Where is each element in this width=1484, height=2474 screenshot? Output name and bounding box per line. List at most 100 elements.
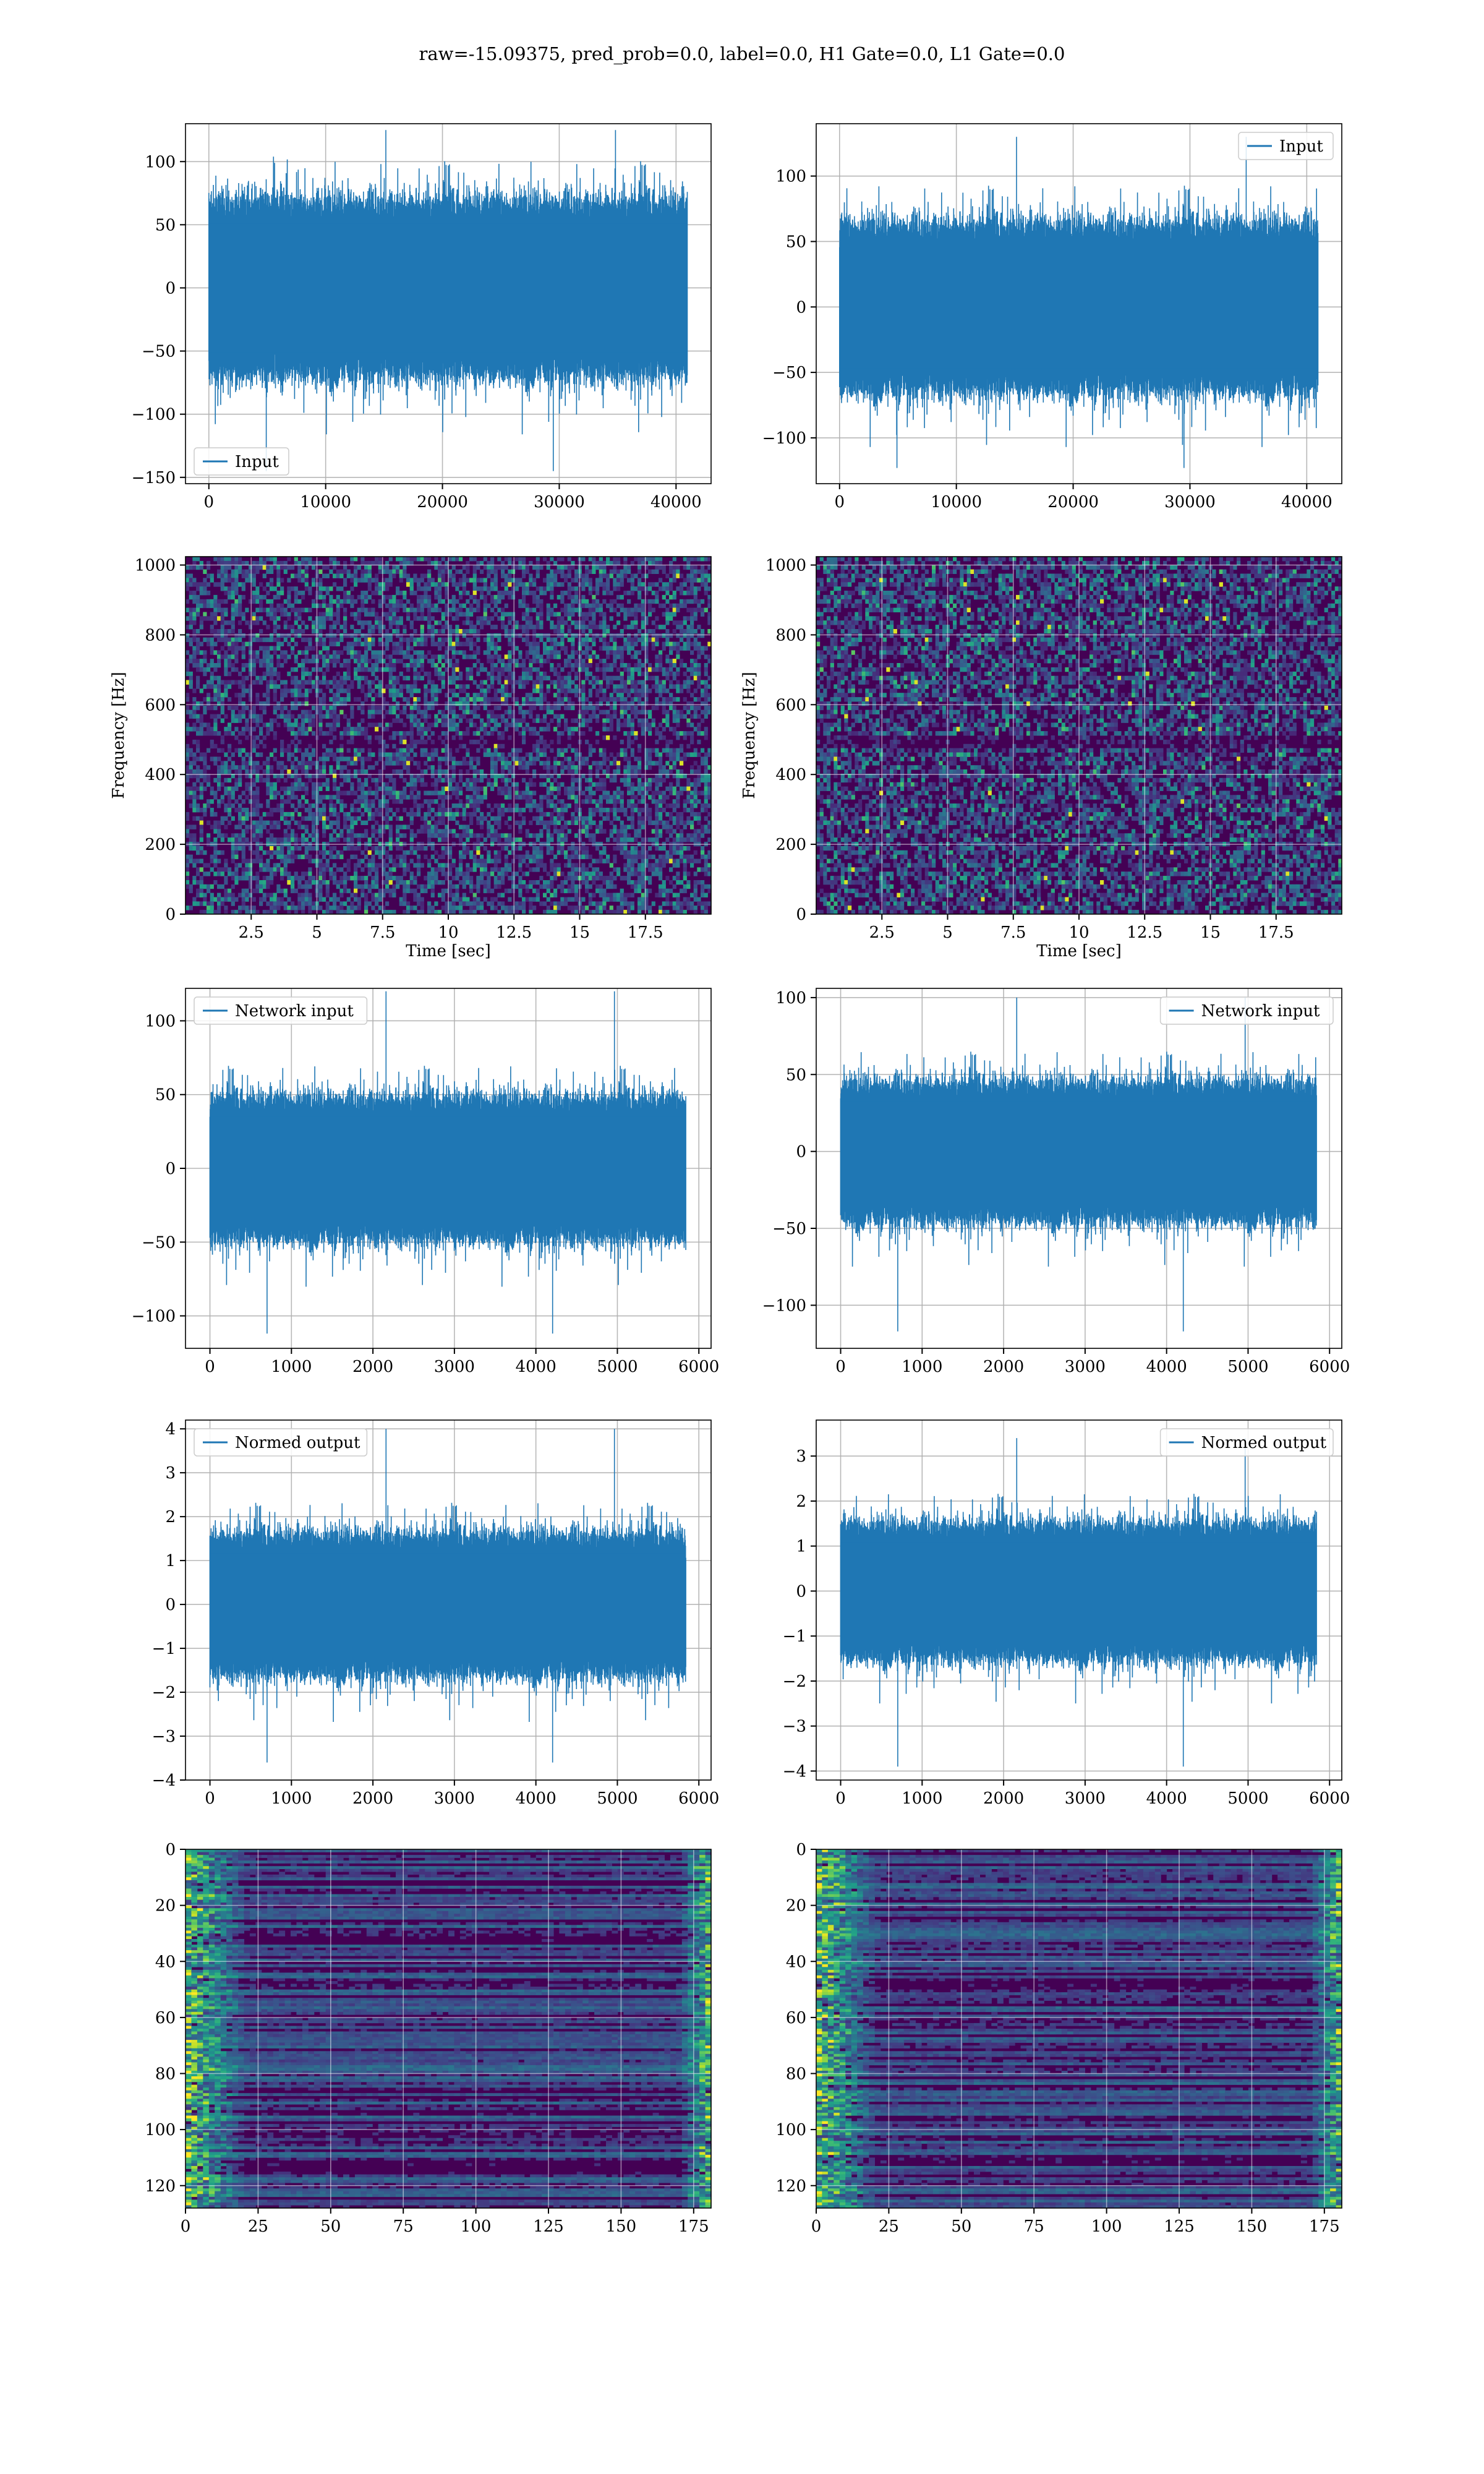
heatmap-cell bbox=[455, 663, 459, 668]
heatmap-cell bbox=[487, 620, 491, 625]
heatmap-cell bbox=[623, 591, 628, 596]
heatmap-cell bbox=[469, 765, 474, 770]
heatmap-cell bbox=[287, 641, 291, 646]
heatmap-cell bbox=[364, 790, 369, 795]
heatmap-cell bbox=[343, 616, 348, 621]
heatmap-cell bbox=[346, 663, 351, 668]
heatmap-cell bbox=[567, 663, 571, 668]
heatmap-cell bbox=[336, 650, 340, 655]
heatmap-cell bbox=[487, 748, 491, 753]
heatmap-cell bbox=[693, 675, 697, 681]
heatmap-cell bbox=[553, 765, 558, 770]
heatmap-cell bbox=[427, 594, 432, 600]
heatmap-cell bbox=[630, 765, 634, 770]
heatmap-cell bbox=[434, 565, 438, 570]
heatmap-cell bbox=[273, 795, 277, 800]
heatmap-cell bbox=[360, 573, 365, 578]
heatmap-cell bbox=[490, 697, 495, 702]
heatmap-cell bbox=[676, 688, 680, 693]
heatmap-cell bbox=[574, 777, 579, 783]
heatmap-cell bbox=[385, 701, 390, 706]
heatmap-cell bbox=[304, 701, 309, 706]
heatmap-cell bbox=[606, 629, 610, 634]
heatmap-cell bbox=[585, 718, 589, 723]
heatmap-cell bbox=[472, 705, 477, 711]
heatmap-cell bbox=[294, 795, 298, 800]
heatmap-cell bbox=[259, 646, 263, 651]
heatmap-cell bbox=[462, 688, 466, 693]
heatmap-cell bbox=[266, 697, 270, 702]
heatmap-cell bbox=[623, 765, 628, 770]
heatmap-cell bbox=[403, 663, 407, 668]
heatmap-cell bbox=[462, 565, 466, 570]
heatmap-cell bbox=[501, 565, 505, 570]
heatmap-cell bbox=[346, 569, 351, 574]
heatmap-cell bbox=[217, 582, 221, 587]
heatmap-cell bbox=[409, 756, 414, 761]
heatmap-cell bbox=[339, 680, 344, 685]
heatmap-cell bbox=[455, 786, 459, 791]
heatmap-cell bbox=[511, 752, 516, 757]
heatmap-cell bbox=[606, 573, 610, 578]
heatmap-cell bbox=[525, 607, 529, 612]
heatmap-cell bbox=[613, 599, 617, 604]
heatmap-cell bbox=[623, 641, 628, 646]
heatmap-cell bbox=[648, 714, 652, 719]
heatmap-cell bbox=[518, 709, 522, 715]
heatmap-cell bbox=[346, 675, 351, 681]
heatmap-cell bbox=[459, 743, 463, 749]
heatmap-cell bbox=[280, 680, 284, 685]
heatmap-cell bbox=[472, 607, 477, 612]
heatmap-cell bbox=[329, 680, 333, 685]
heatmap-cell bbox=[662, 748, 666, 753]
heatmap-cell bbox=[213, 675, 218, 681]
heatmap-cell bbox=[441, 565, 445, 570]
heatmap-cell bbox=[609, 633, 613, 638]
heatmap-cell bbox=[403, 756, 407, 761]
heatmap-cell bbox=[403, 650, 407, 655]
heatmap-cell bbox=[322, 675, 326, 681]
heatmap-cell bbox=[676, 769, 680, 774]
heatmap-cell bbox=[207, 693, 211, 698]
heatmap-cell bbox=[283, 718, 288, 723]
heatmap-cell bbox=[360, 782, 365, 787]
heatmap-cell bbox=[312, 659, 316, 664]
heatmap-cell bbox=[409, 582, 414, 587]
heatmap-cell bbox=[455, 629, 459, 634]
heatmap-cell bbox=[508, 777, 512, 783]
heatmap-cell bbox=[388, 594, 393, 600]
heatmap-cell bbox=[451, 607, 456, 612]
heatmap-cell bbox=[599, 578, 603, 583]
heatmap-cell bbox=[357, 727, 361, 732]
heatmap-cell bbox=[613, 637, 617, 643]
heatmap-cell bbox=[210, 743, 214, 749]
heatmap-cell bbox=[472, 629, 477, 634]
heatmap-cell bbox=[207, 573, 211, 578]
heatmap-cell bbox=[367, 667, 372, 672]
heatmap-cell bbox=[403, 569, 407, 574]
heatmap-cell bbox=[539, 795, 544, 800]
heatmap-cell bbox=[574, 727, 579, 732]
heatmap-cell bbox=[592, 782, 596, 787]
heatmap-cell bbox=[207, 777, 211, 783]
heatmap-cell bbox=[493, 722, 498, 727]
heatmap-cell bbox=[409, 735, 414, 740]
heatmap-cell bbox=[672, 578, 676, 583]
heatmap-cell bbox=[592, 680, 596, 685]
heatmap-cell bbox=[385, 782, 390, 787]
heatmap-cell bbox=[623, 607, 628, 612]
heatmap-cell bbox=[276, 701, 281, 706]
heatmap-cell bbox=[469, 739, 474, 745]
heatmap-cell bbox=[217, 688, 221, 693]
heatmap-cell bbox=[315, 790, 319, 795]
heatmap-cell bbox=[224, 769, 228, 774]
heatmap-cell bbox=[501, 693, 505, 698]
heatmap-cell bbox=[462, 620, 466, 625]
heatmap-cell bbox=[455, 586, 459, 591]
heatmap-cell bbox=[276, 569, 281, 574]
heatmap-cell bbox=[571, 560, 575, 566]
heatmap-cell bbox=[399, 671, 403, 677]
heatmap-cell bbox=[483, 650, 487, 655]
heatmap-cell bbox=[388, 603, 393, 609]
heatmap-cell bbox=[686, 641, 691, 646]
